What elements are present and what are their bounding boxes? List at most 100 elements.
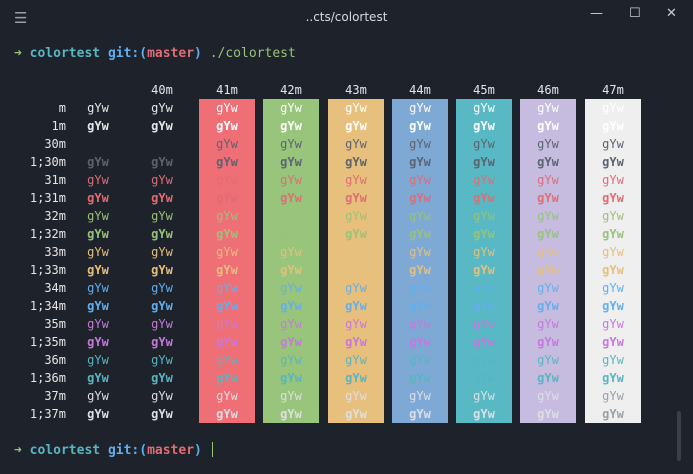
- color-cell: gYw: [280, 371, 302, 385]
- color-cell: gYw: [537, 281, 559, 295]
- color-cell: gYw: [345, 299, 367, 313]
- color-cell: gYw: [345, 119, 367, 133]
- color-cell: gYw: [473, 191, 495, 205]
- color-cell: gYw: [151, 389, 173, 403]
- row-label: 1;37m: [29, 407, 66, 421]
- color-cell: gYw: [345, 281, 367, 295]
- color-cell: gYw: [345, 335, 367, 349]
- row-label: 1;34m: [29, 299, 66, 313]
- column-header: 44m: [409, 83, 431, 97]
- color-cell: gYw: [602, 227, 624, 241]
- row-label: 33m: [44, 245, 66, 259]
- color-cell: gYw: [87, 263, 109, 277]
- color-cell: gYw: [602, 389, 624, 403]
- color-cell: gYw: [602, 299, 624, 313]
- color-cell: gYw: [409, 299, 431, 313]
- color-cell: gYw: [473, 335, 495, 349]
- color-cell: gYw: [151, 299, 173, 313]
- color-cell: gYw: [345, 137, 367, 151]
- color-cell: gYw: [87, 227, 109, 241]
- column-header: 47m: [602, 83, 624, 97]
- row-label: 34m: [44, 281, 66, 295]
- color-cell: gYw: [280, 299, 302, 313]
- bg-block-44m: [392, 99, 448, 423]
- row-label: 1;30m: [29, 155, 66, 169]
- prompt-line-2[interactable]: ➜ colortest git:(master): [14, 442, 213, 458]
- color-cell: gYw: [151, 227, 173, 241]
- color-cell: gYw: [409, 101, 431, 115]
- color-cell: gYw: [473, 299, 495, 313]
- color-cell: gYw: [409, 209, 431, 223]
- color-cell: gYw: [537, 299, 559, 313]
- color-cell: gYw: [87, 371, 109, 385]
- row-label: 37m: [44, 389, 66, 403]
- color-cell: gYw: [87, 155, 109, 169]
- color-cell: gYw: [280, 101, 302, 115]
- column-header: 46m: [537, 83, 559, 97]
- color-cell: gYw: [537, 389, 559, 403]
- color-cell: gYw: [151, 407, 173, 421]
- row-label: 1;33m: [29, 263, 66, 277]
- color-cell: gYw: [409, 119, 431, 133]
- color-cell: gYw: [151, 263, 173, 277]
- maximize-button[interactable]: ☐: [629, 6, 641, 21]
- color-cell: gYw: [602, 191, 624, 205]
- color-cell: gYw: [602, 281, 624, 295]
- color-cell: gYw: [409, 263, 431, 277]
- color-cell: gYw: [409, 281, 431, 295]
- color-cell: gYw: [216, 101, 238, 115]
- color-cell: gYw: [280, 227, 302, 241]
- color-cell: gYw: [87, 137, 109, 151]
- color-cell: gYw: [473, 101, 495, 115]
- color-cell: gYw: [280, 119, 302, 133]
- color-cell: gYw: [473, 317, 495, 331]
- color-cell: gYw: [473, 353, 495, 367]
- prompt-git-prefix: git:(: [107, 443, 148, 458]
- color-cell: gYw: [473, 281, 495, 295]
- color-cell: gYw: [602, 245, 624, 259]
- row-label: 36m: [44, 353, 66, 367]
- color-cell: gYw: [216, 407, 238, 421]
- color-cell: gYw: [87, 209, 109, 223]
- bg-block-45m: [456, 99, 512, 423]
- color-cell: gYw: [345, 407, 367, 421]
- color-cell: gYw: [151, 353, 173, 367]
- color-cell: gYw: [473, 389, 495, 403]
- row-label: 32m: [44, 209, 66, 223]
- color-cell: gYw: [602, 173, 624, 187]
- row-label: 1;31m: [29, 191, 66, 205]
- color-cell: gYw: [280, 263, 302, 277]
- color-cell: gYw: [216, 281, 238, 295]
- color-cell: gYw: [409, 371, 431, 385]
- color-cell: gYw: [537, 263, 559, 277]
- color-cell: gYw: [87, 191, 109, 205]
- color-cell: gYw: [537, 173, 559, 187]
- scrollbar[interactable]: [677, 411, 681, 461]
- color-cell: gYw: [537, 245, 559, 259]
- hamburger-menu-icon[interactable]: ☰: [14, 9, 28, 27]
- color-cell: gYw: [280, 335, 302, 349]
- color-cell: gYw: [409, 317, 431, 331]
- color-cell: gYw: [87, 389, 109, 403]
- title-bar: ☰ ..cts/colortest — ☐ ✕: [0, 0, 693, 36]
- terminal-area[interactable]: ➜ colortest git:(master) ./colortest 40m…: [0, 36, 693, 474]
- color-cell: gYw: [537, 227, 559, 241]
- color-cell: gYw: [602, 101, 624, 115]
- close-button[interactable]: ✕: [666, 6, 677, 21]
- color-cell: gYw: [409, 173, 431, 187]
- minimize-button[interactable]: —: [590, 6, 603, 21]
- color-cell: gYw: [345, 173, 367, 187]
- color-cell: gYw: [345, 353, 367, 367]
- color-cell: gYw: [602, 155, 624, 169]
- color-cell: gYw: [537, 191, 559, 205]
- color-cell: gYw: [345, 191, 367, 205]
- color-cell: gYw: [216, 263, 238, 277]
- color-cell: gYw: [216, 155, 238, 169]
- color-cell: gYw: [280, 209, 302, 223]
- prompt-git-suffix: ): [194, 443, 202, 458]
- color-cell: gYw: [537, 209, 559, 223]
- color-cell: gYw: [87, 281, 109, 295]
- color-cell: gYw: [537, 119, 559, 133]
- color-cell: gYw: [602, 119, 624, 133]
- color-cell: gYw: [409, 137, 431, 151]
